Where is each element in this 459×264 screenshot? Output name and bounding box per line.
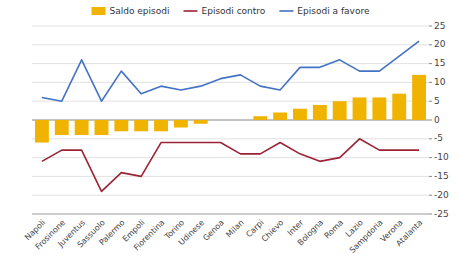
line [42, 41, 419, 101]
y-tick [429, 101, 432, 102]
bar [392, 94, 406, 120]
x-tick-label: Udinese [177, 218, 206, 247]
y-tick [429, 195, 432, 196]
legend: Saldo episodi Episodi contro Episodi a fav… [92, 6, 370, 16]
bar [253, 116, 267, 120]
page: {"chart_data": {"type": "bar", "categori… [0, 0, 459, 264]
bar [214, 120, 228, 121]
legend-swatch [279, 10, 293, 12]
grid-line [32, 138, 429, 139]
bar [273, 112, 287, 120]
data [35, 41, 426, 191]
bar [233, 120, 247, 121]
y-tick-label: 25 [434, 21, 445, 31]
y-tick-label: -10 [434, 152, 449, 162]
y-tick-label: -5 [434, 133, 443, 143]
bar [293, 109, 307, 120]
grid-line [32, 176, 429, 177]
y-axis: -25 -20 -15 -10 -5 0 5 10 15 20 25 [429, 21, 449, 219]
bar [372, 97, 386, 120]
y-tick-label: -25 [434, 209, 449, 219]
legend-swatch [183, 10, 197, 12]
y-tick [429, 176, 432, 177]
y-tick [429, 157, 432, 158]
y-tick [429, 214, 432, 215]
bar [134, 120, 148, 131]
bar [194, 120, 208, 124]
bar [154, 120, 168, 131]
x-axis: NapoliFrosinoneJuventusSassuoloPalermoEm… [23, 218, 424, 255]
x-tick-label: Fiorentina [132, 218, 166, 252]
bar [75, 120, 89, 135]
legend-item: Episodi a favore [279, 6, 370, 16]
x-tick-label: Milan [224, 218, 245, 239]
grid-line [32, 44, 429, 45]
bar [313, 105, 327, 120]
x-tick-label: Roma [323, 218, 346, 241]
x-tick-label: Chievo [260, 218, 286, 244]
grid-line [32, 101, 429, 102]
legend-label: Episodi contro [201, 6, 265, 16]
y-tick-label: 15 [434, 58, 445, 68]
y-tick [429, 120, 432, 121]
grid-line [32, 157, 429, 158]
bar [174, 120, 188, 128]
y-tick-label: 20 [434, 39, 446, 49]
bar [114, 120, 128, 131]
legend-item: Saldo episodi [92, 6, 170, 16]
bar [35, 120, 49, 143]
y-tick [429, 63, 432, 64]
legend-label: Saldo episodi [110, 6, 170, 16]
bar [55, 120, 69, 135]
bar [333, 101, 347, 120]
x-tick-label: Bologna [296, 218, 325, 247]
grid-line [32, 63, 429, 64]
legend-label: Episodi a favore [297, 6, 370, 16]
y-tick [429, 138, 432, 139]
line [42, 139, 419, 192]
bar [412, 75, 426, 120]
y-tick [429, 82, 432, 83]
x-tick-label: Atalanta [394, 218, 424, 248]
grid [32, 26, 429, 214]
bar [353, 97, 367, 120]
y-tick-label: -15 [434, 171, 449, 181]
y-tick-label: 10 [434, 77, 446, 87]
x-tick-label: Genoa [201, 218, 226, 243]
y-tick-label: 5 [434, 96, 440, 106]
y-tick-label: -20 [434, 190, 449, 200]
x-tick-label: Palermo [97, 218, 126, 247]
y-tick [429, 44, 432, 45]
legend-swatch [92, 7, 106, 15]
zero-line [32, 120, 429, 121]
y-tick [429, 26, 432, 27]
grid-line [32, 214, 429, 215]
legend-item: Episodi contro [183, 6, 265, 16]
chart: -25 -20 -15 -10 -5 0 5 10 15 20 25 NapoliFrosinoneJ… [0, 0, 459, 264]
grid-line [32, 195, 429, 196]
grid-line [32, 26, 429, 27]
bar [95, 120, 109, 135]
x-axis-line [32, 214, 429, 215]
y-tick-label: 0 [434, 115, 440, 125]
